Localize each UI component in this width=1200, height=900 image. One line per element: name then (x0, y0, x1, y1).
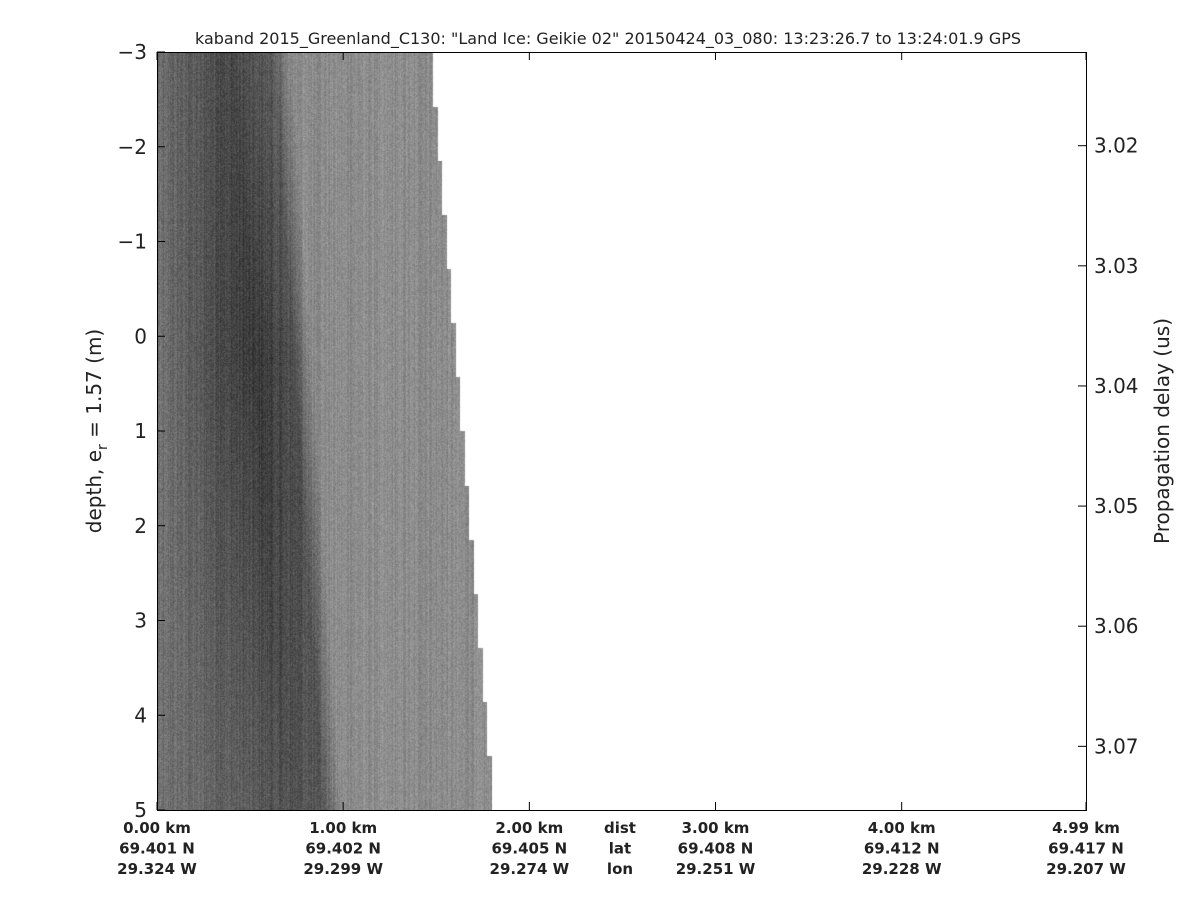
right-axis-label: Propagation delay (us) (1150, 318, 1174, 544)
right-tick-label: 3.03 (1094, 254, 1139, 278)
lon-label: 29.324 W (117, 860, 197, 878)
row-label-lon: lon (607, 860, 633, 878)
lat-label: 69.408 N (678, 840, 754, 858)
right-tick-label: 3.04 (1094, 374, 1139, 398)
left-axis-label: depth, er = 1.57 (m) (82, 329, 111, 533)
dist-label: 4.00 km (868, 819, 936, 837)
left-tick-label: 1 (134, 419, 147, 443)
radar-echogram-image (157, 52, 1086, 810)
left-tick-label: −2 (118, 135, 147, 159)
dist-label: 0.00 km (123, 819, 191, 837)
lat-label: 69.412 N (864, 840, 940, 858)
left-tick-label: 3 (134, 609, 147, 633)
dist-label: 3.00 km (682, 819, 750, 837)
left-tick-label: 5 (134, 798, 147, 822)
right-tick-label: 3.02 (1094, 134, 1139, 158)
lon-label: 29.274 W (490, 860, 570, 878)
right-tick-label: 3.05 (1094, 494, 1139, 518)
lon-label: 29.251 W (676, 860, 756, 878)
chart-title: kaband 2015_Greenland_C130: "Land Ice: G… (195, 29, 1021, 49)
dist-label: 1.00 km (309, 819, 377, 837)
left-tick-label: −3 (118, 40, 147, 64)
row-label-lat: lat (609, 840, 631, 858)
lon-label: 29.228 W (862, 860, 942, 878)
right-tick-label: 3.06 (1094, 614, 1139, 638)
dist-label: 4.99 km (1052, 819, 1120, 837)
row-label-dist: dist (604, 819, 636, 837)
left-tick-label: 2 (134, 514, 147, 538)
right-tick-label: 3.07 (1094, 734, 1139, 758)
left-tick-label: 0 (134, 324, 147, 348)
left-tick-label: 4 (134, 703, 147, 727)
lat-label: 69.405 N (492, 840, 568, 858)
lat-label: 69.402 N (305, 840, 381, 858)
lat-label: 69.401 N (119, 840, 195, 858)
lon-label: 29.207 W (1046, 860, 1126, 878)
plot-frame (157, 52, 1087, 811)
dist-label: 2.00 km (495, 819, 563, 837)
lon-label: 29.299 W (303, 860, 383, 878)
left-tick-label: −1 (118, 230, 147, 254)
lat-label: 69.417 N (1048, 840, 1124, 858)
